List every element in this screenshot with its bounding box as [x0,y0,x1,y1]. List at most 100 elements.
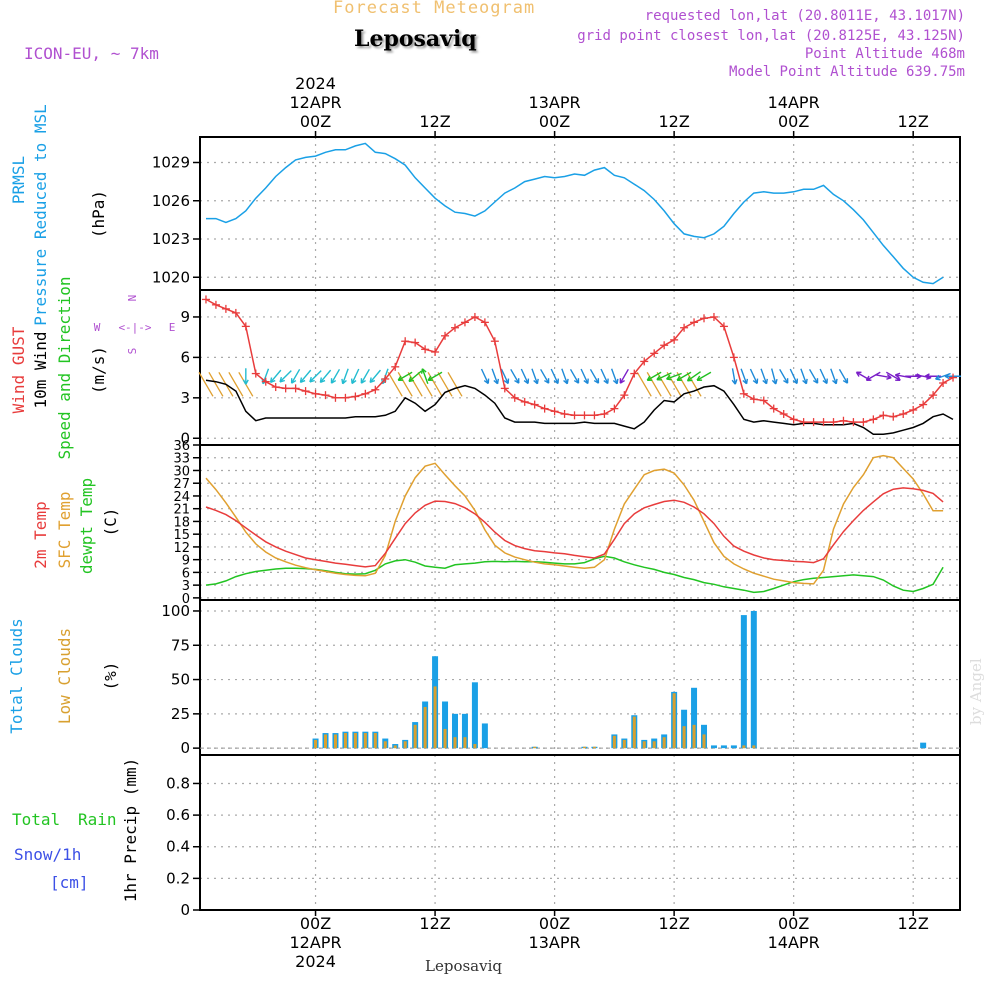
top-x-tick-label: 14APR [768,93,820,112]
wind-direction-arrow [510,368,520,384]
wind-direction-arrow [480,368,489,384]
wind-arrow-head [342,379,347,385]
wind-direction-arrow [760,368,768,385]
wind-direction-arrow [351,368,360,384]
wind-arrow-head [270,379,276,384]
wind-arrow-head [408,376,412,382]
wind-arrow-head [309,376,312,383]
top-title: Forecast Meteogram [333,0,536,18]
bottom-x-tick-label: 12APR [290,933,342,952]
total-cloud-bar [710,745,717,749]
wind-arrow-head [686,376,691,382]
low-cloud-bar [622,739,626,749]
wind-direction-arrow [830,368,837,385]
wind-arrow-head [696,375,701,381]
wind-arrow-head [421,368,427,373]
low-cloud-bar [383,741,387,749]
total-cloud-bar [720,745,727,749]
wind-arrow-head [886,376,892,380]
wind-arrow-head [544,379,550,384]
y-tick-label: 0 [182,592,190,607]
wind-arrow-head [944,375,950,380]
precip-snow-label: Snow/1h [14,845,81,864]
wind-barb-hatch [198,372,214,397]
low-cloud-bar [353,733,357,749]
wind-arrow-head [533,379,538,385]
wind-arrow-head [894,374,900,379]
wind-direction-arrow [666,372,682,380]
low-cloud-bar [343,733,347,749]
wind-arrow-head [309,379,315,383]
wind-direction-arrow [309,370,322,383]
wind-arrow-head [775,378,778,385]
wind-arrow-head [242,379,247,385]
station-title: Leposaviq [354,26,477,52]
bottom-x-tick-label: 12Z [658,914,689,933]
wind-direction-arrow [397,371,413,381]
pressure-label-msl: Pressure Reduced to MSL [31,104,50,326]
wind-barb-hatch [208,372,224,397]
y-tick-label: 18 [173,515,190,530]
wind-arrow-head [616,378,619,384]
wind-direction-arrow [561,368,568,385]
low-cloud-bar [652,741,656,749]
total-cloud-bar [750,610,757,749]
y-tick-label: 50 [171,671,190,689]
wind-arrow-head [765,378,768,384]
low-cloud-bar [682,726,686,749]
wind-direction-arrow [569,368,580,384]
wind-arrow-head [792,379,798,385]
wind-arrow-head [341,378,344,384]
wind-direction-arrow [676,371,692,381]
clouds-unit: (%) [101,662,120,691]
top-x-tick-label: 12Z [419,112,450,131]
y-tick-label: 6 [180,348,190,366]
y-tick-label: 30 [173,464,190,479]
low-cloud-bar [692,724,696,749]
wind-barb-hatch [636,372,652,397]
wind-10m-label: 10m Wind [31,331,50,408]
wind-direction-arrow [330,368,341,384]
bottom-x-tick-label: 13APR [529,933,581,952]
temp-unit: (C) [101,508,120,537]
wind-arrow-head [666,374,671,380]
y-tick-label: 0.6 [166,806,190,824]
wind-arrow-head [245,379,249,385]
wind-direction-arrow [408,370,422,382]
bottom-x-tick-label: 12Z [898,914,929,933]
y-tick-label: 3 [180,389,190,407]
y-tick-label: 75 [171,636,190,654]
wind-barb-hatch [238,372,254,397]
wind-arrow-head [427,375,432,381]
wind-arrow-head [420,368,424,374]
low-cloud-bar [393,745,397,749]
low-cloud-bar [423,706,427,749]
wind-arrow-head [656,375,661,381]
y-tick-label: 9 [182,554,190,569]
y-tick-label: 100 [161,602,190,620]
wind-direction-arrow [779,368,789,384]
wind-direction-arrow [360,368,370,384]
wind-arrow-head [279,379,285,383]
wind-direction-arrow [531,368,539,385]
wind-arrow-head [687,379,693,382]
low-cloud-bar [752,745,756,749]
requested-coords: requested lon,lat (20.8011E, 43.1017N) [644,8,965,24]
wind-arrow-head [503,379,509,385]
total-cloud-bar [442,701,449,749]
wind-arrow-head [536,378,539,384]
wind-arrow-head [566,378,569,384]
model-label: ICON-EU, ~ 7km [24,44,159,63]
y-tick-label: 25 [171,705,190,723]
wind-arrow-head [583,379,589,385]
low-cloud-bar [363,733,367,749]
y-tick-label: 0 [180,429,190,447]
wind-arrow-head [269,377,273,383]
y-tick-label: 12 [173,541,190,556]
y-tick-label: 0.8 [166,774,190,792]
compass-w: W [94,321,101,334]
wind-arrow-head [924,375,930,380]
bottom-x-tick-label: 12Z [419,914,450,933]
wind-direction-arrow [610,368,618,385]
low-cloud-bar [662,737,666,749]
